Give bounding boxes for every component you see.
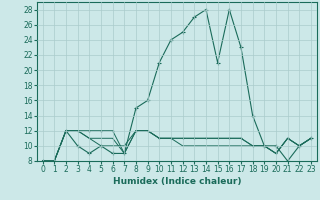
X-axis label: Humidex (Indice chaleur): Humidex (Indice chaleur) <box>113 177 241 186</box>
